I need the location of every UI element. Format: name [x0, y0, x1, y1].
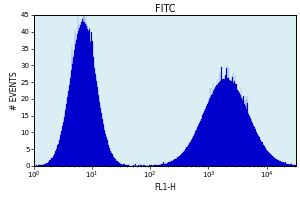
X-axis label: FL1-H: FL1-H — [154, 183, 176, 192]
Title: FITC: FITC — [154, 4, 175, 14]
Y-axis label: # EVENTS: # EVENTS — [10, 71, 19, 110]
